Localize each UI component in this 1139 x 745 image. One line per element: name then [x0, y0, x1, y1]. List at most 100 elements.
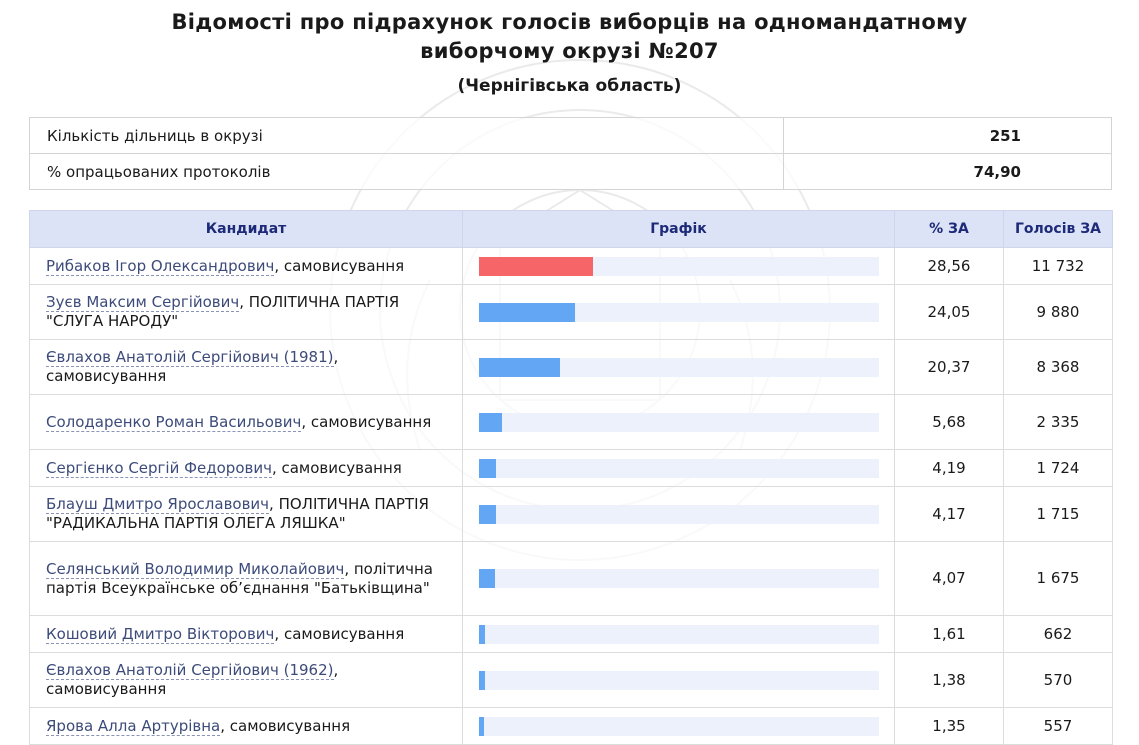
bar-track [479, 504, 879, 524]
candidate-cell: Кошовий Дмитро Вікторович, самовисування [29, 615, 463, 653]
votes-cell: 1 715 [1003, 486, 1113, 542]
summary-label: % опрацьованих протоколів [29, 153, 784, 190]
graph-cell [462, 652, 895, 708]
bar-track [479, 412, 879, 432]
candidate-party: , самовисування [301, 412, 432, 431]
candidate-cell: Селянський Володимир Миколайович, політи… [29, 541, 463, 616]
bar-track [479, 256, 879, 276]
summary-value: 74,90 [783, 153, 1112, 190]
candidate-link[interactable]: Ярова Алла Артурівна [46, 716, 221, 736]
percent-cell: 4,19 [894, 449, 1004, 487]
bar-track [479, 569, 879, 588]
bar-track [479, 302, 879, 322]
candidate-link[interactable]: Сергієнко Сергій Федорович [46, 458, 272, 478]
summary-row: % опрацьованих протоколів 74,90 [29, 153, 1112, 190]
vote-bar [479, 569, 496, 588]
candidate-link[interactable]: Зуєв Максим Сергійович [46, 293, 240, 312]
region-subtitle: (Чернігівська область) [457, 76, 682, 96]
graph-cell [462, 486, 895, 542]
votes-cell: 8 368 [1003, 339, 1113, 395]
vote-bar [479, 624, 486, 644]
table-row: Селянський Володимир Миколайович, політи… [29, 541, 1113, 616]
candidate-link[interactable]: Блауш Дмитро Ярославович [46, 495, 270, 514]
percent-cell: 1,35 [894, 707, 1004, 745]
table-row: Євлахов Анатолій Сергійович (1981), само… [29, 339, 1113, 395]
table-row: Сергієнко Сергій Федорович, самовисуванн… [29, 449, 1113, 487]
candidate-link[interactable]: Євлахов Анатолій Сергійович (1962) [46, 661, 334, 680]
bar-track [479, 716, 879, 736]
vote-bar [479, 412, 502, 432]
graph-cell [462, 284, 895, 340]
table-row: Кошовий Дмитро Вікторович, самовисування… [29, 615, 1113, 653]
graph-cell [462, 247, 895, 285]
vote-bar [479, 504, 496, 524]
candidate-party: , самовисування [271, 458, 402, 477]
vote-bar [479, 458, 496, 478]
candidate-cell: Євлахов Анатолій Сергійович (1962), само… [29, 652, 463, 708]
candidate-cell: Зуєв Максим Сергійович, ПОЛІТИЧНА ПАРТІЯ… [29, 284, 463, 340]
candidate-party: , самовисування [274, 624, 405, 643]
vote-bar [479, 357, 561, 377]
percent-cell: 28,56 [894, 247, 1004, 285]
candidate-link[interactable]: Солодаренко Роман Васильович [46, 412, 302, 432]
candidate-party: , самовисування [46, 661, 339, 698]
vote-bar [479, 302, 576, 322]
table-row: Солодаренко Роман Васильович, самовисува… [29, 394, 1113, 450]
percent-cell: 1,38 [894, 652, 1004, 708]
bar-track [479, 624, 879, 644]
candidate-party: , самовисування [274, 256, 405, 275]
table-row: Ярова Алла Артурівна, самовисування 1,35… [29, 707, 1113, 745]
vote-bar [479, 716, 485, 736]
candidate-cell: Солодаренко Роман Васильович, самовисува… [29, 394, 463, 450]
candidate-cell: Рибаков Ігор Олександрович, самовисуванн… [29, 247, 463, 285]
graph-cell [462, 449, 895, 487]
candidate-cell: Сергієнко Сергій Федорович, самовисуванн… [29, 449, 463, 487]
candidate-cell: Блауш Дмитро Ярославович, ПОЛІТИЧНА ПАРТ… [29, 486, 463, 542]
bar-track [479, 458, 879, 478]
percent-cell: 4,17 [894, 486, 1004, 542]
votes-cell: 1 675 [1003, 541, 1113, 616]
candidate-party: , самовисування [220, 716, 351, 735]
column-header-graph: Графік [462, 210, 895, 248]
column-header-candidate: Кандидат [29, 210, 463, 248]
candidate-party: , політична партія Всеукраїнське об’єдна… [46, 559, 433, 597]
table-row: Рибаков Ігор Олександрович, самовисуванн… [29, 247, 1113, 285]
table-row: Блауш Дмитро Ярославович, ПОЛІТИЧНА ПАРТ… [29, 486, 1113, 542]
column-header-percent: % ЗА [894, 210, 1004, 248]
bar-track [479, 357, 879, 377]
column-header-votes: Голосів ЗА [1003, 210, 1113, 248]
results-header-row: Кандидат Графік % ЗА Голосів ЗА [29, 210, 1113, 248]
summary-table: Кількість дільниць в окрузі 251 % опраць… [29, 117, 1112, 190]
candidate-link[interactable]: Євлахов Анатолій Сергійович (1981) [46, 348, 334, 367]
summary-label: Кількість дільниць в окрузі [29, 117, 784, 154]
summary-value: 251 [783, 117, 1112, 154]
votes-cell: 11 732 [1003, 247, 1113, 285]
votes-cell: 2 335 [1003, 394, 1113, 450]
title-line-2: виборчому окрузі №207 [420, 39, 719, 63]
results-table: Кандидат Графік % ЗА Голосів ЗА Рибаков … [29, 210, 1113, 745]
graph-cell [462, 541, 895, 616]
candidate-cell: Ярова Алла Артурівна, самовисування [29, 707, 463, 745]
votes-cell: 9 880 [1003, 284, 1113, 340]
vote-bar [479, 670, 485, 690]
bar-track [479, 670, 879, 690]
graph-cell [462, 707, 895, 745]
candidate-link[interactable]: Селянський Володимир Миколайович [46, 559, 345, 579]
graph-cell [462, 339, 895, 395]
vote-bar [479, 256, 594, 276]
percent-cell: 20,37 [894, 339, 1004, 395]
title-line-1: Відомості про підрахунок голосів виборці… [171, 10, 968, 34]
percent-cell: 24,05 [894, 284, 1004, 340]
percent-cell: 1,61 [894, 615, 1004, 653]
votes-cell: 662 [1003, 615, 1113, 653]
summary-row: Кількість дільниць в окрузі 251 [29, 117, 1112, 154]
table-row: Євлахов Анатолій Сергійович (1962), само… [29, 652, 1113, 708]
candidate-cell: Євлахов Анатолій Сергійович (1981), само… [29, 339, 463, 395]
percent-cell: 4,07 [894, 541, 1004, 616]
candidate-link[interactable]: Кошовий Дмитро Вікторович [46, 624, 275, 644]
page-title: Відомості про підрахунок голосів виборці… [0, 8, 1139, 66]
votes-cell: 557 [1003, 707, 1113, 745]
votes-cell: 1 724 [1003, 449, 1113, 487]
votes-cell: 570 [1003, 652, 1113, 708]
candidate-link[interactable]: Рибаков Ігор Олександрович [46, 256, 275, 276]
